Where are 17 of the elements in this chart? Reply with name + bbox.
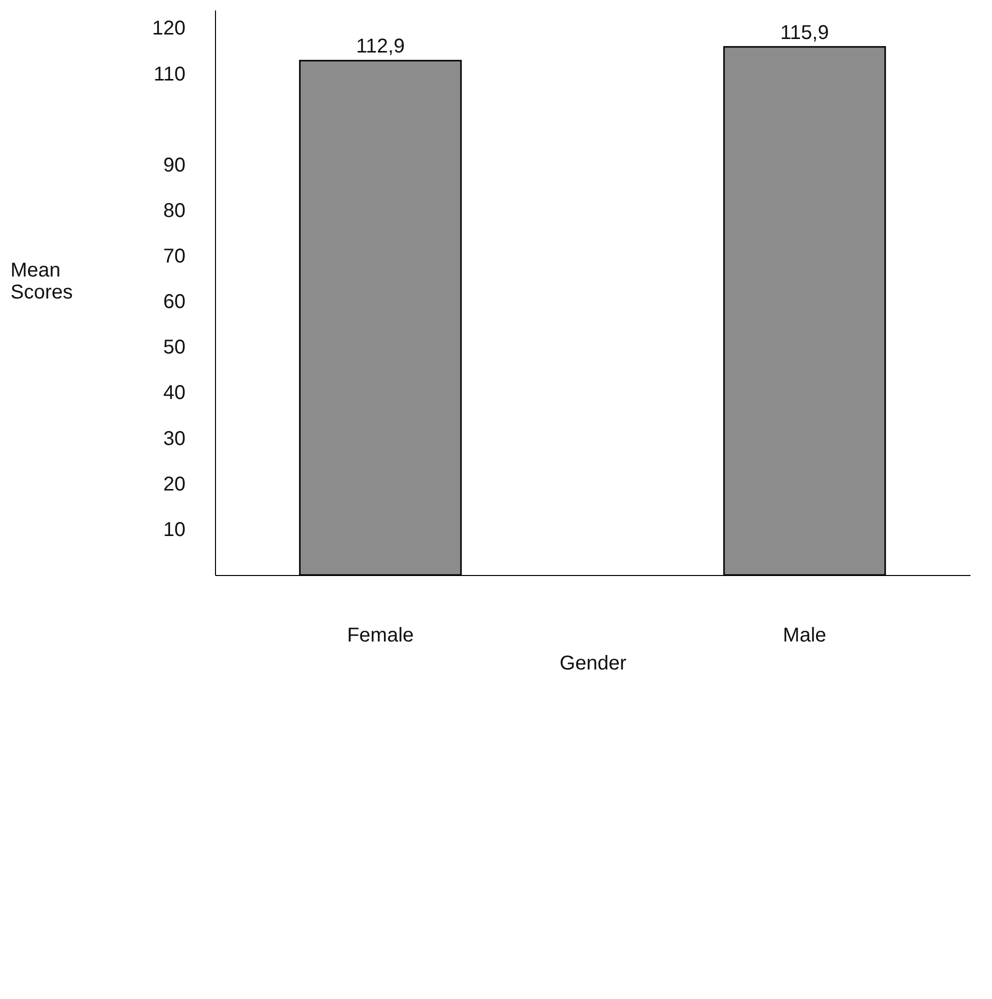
x-tick-label: Male xyxy=(782,624,826,646)
y-axis-title: Mean Scores xyxy=(10,260,73,304)
data-label: 112,9 xyxy=(356,36,405,58)
data-label: 115,9 xyxy=(780,22,829,44)
y-tick-label: 70 xyxy=(163,246,186,268)
x-axis-title: Gender xyxy=(560,652,627,674)
y-tick-label: 30 xyxy=(163,428,186,450)
y-tick-label: 90 xyxy=(163,154,186,176)
y-tick-label: 40 xyxy=(163,382,186,404)
y-tick-label: 110 xyxy=(154,63,186,86)
y-tick-label: 120 xyxy=(152,18,186,40)
y-tick-label: 60 xyxy=(163,291,186,314)
y-tick-label: 20 xyxy=(163,473,186,496)
y-tick-label: 10 xyxy=(163,518,186,541)
y-tick-label: 80 xyxy=(163,200,186,222)
x-tick-label: Female xyxy=(347,624,414,646)
y-tick-label: 50 xyxy=(163,336,186,359)
